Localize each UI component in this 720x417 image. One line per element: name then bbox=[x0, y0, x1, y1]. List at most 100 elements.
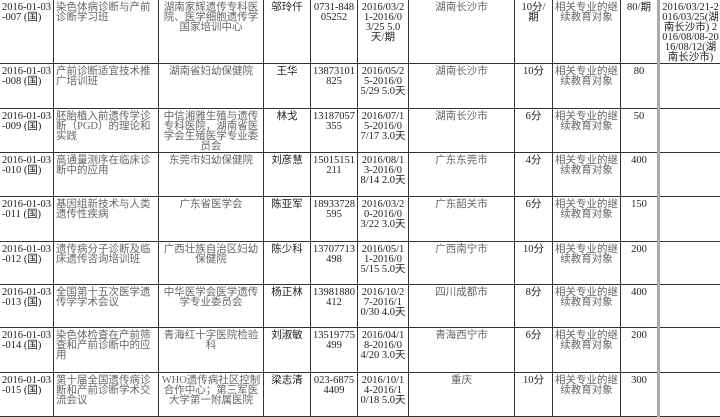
phone-number-cell: 13981880412 bbox=[311, 285, 358, 328]
contact-person-cell: 邬玲仟 bbox=[264, 0, 311, 64]
organizer-cell: 中信湘雅生殖与遗传专科医院，湖南省医学会生殖医学专业委员会 bbox=[159, 109, 264, 153]
course-dates-cell: 2016/07/15-2016/07/17 3.0天 bbox=[358, 109, 409, 153]
course-id-cell: 2016-01-03-008 (国) bbox=[0, 64, 54, 109]
enrollment-count-cell: 200 bbox=[621, 242, 659, 285]
credits-cell: 6分 bbox=[515, 197, 553, 242]
contact-person-cell: 陈亚军 bbox=[264, 197, 311, 242]
extra-sessions-cell bbox=[659, 197, 720, 242]
credits-cell: 6分 bbox=[515, 109, 553, 153]
organizer-cell: 湖南省妇幼保健院 bbox=[159, 64, 264, 109]
enrollment-count-cell: 300 bbox=[621, 373, 659, 417]
table-row: 2016-01-03-012 (国)遗传病分子诊断及临床遗传咨询培训班广西壮族自… bbox=[0, 242, 720, 285]
course-id-cell: 2016-01-03-010 (国) bbox=[0, 153, 54, 197]
extra-sessions-cell: 2016/03/21-2016/03/25(湖南长沙市) 2016/08/08-… bbox=[659, 0, 720, 64]
course-name-cell: 胚胎植入前遗传学诊断（PGD）的理论和实践 bbox=[54, 109, 159, 153]
credits-cell: 10分/期 bbox=[515, 0, 553, 64]
enrollment-count-cell: 150 bbox=[621, 197, 659, 242]
location-cell: 湖南长沙市 bbox=[409, 64, 515, 109]
target-audience-cell: 相关专业的继续教育对象 bbox=[553, 373, 621, 417]
extra-sessions-cell bbox=[659, 328, 720, 373]
extra-sessions-cell bbox=[659, 64, 720, 109]
course-name-cell: 遗传病分子诊断及临床遗传咨询培训班 bbox=[54, 242, 159, 285]
course-id-cell: 2016-01-03-013 (国) bbox=[0, 285, 54, 328]
contact-person-cell: 刘淑敏 bbox=[264, 328, 311, 373]
target-audience-cell: 相关专业的继续教育对象 bbox=[553, 0, 621, 64]
credits-cell: 10分 bbox=[515, 373, 553, 417]
target-audience-cell: 相关专业的继续教育对象 bbox=[553, 328, 621, 373]
organizer-cell: 中华医学会医学遗传学专业委员会 bbox=[159, 285, 264, 328]
course-name-cell: 染色体检查在产前筛查和产前诊断中的应用 bbox=[54, 328, 159, 373]
course-id-cell: 2016-01-03-007 (国) bbox=[0, 0, 54, 64]
course-name-cell: 产前诊断适宜技术推广培训班 bbox=[54, 64, 159, 109]
location-cell: 湖南长沙市 bbox=[409, 0, 515, 64]
contact-person-cell: 王华 bbox=[264, 64, 311, 109]
course-name-cell: 高通量测序在临床诊断中的应用 bbox=[54, 153, 159, 197]
location-cell: 重庆 bbox=[409, 373, 515, 417]
enrollment-count-cell: 400 bbox=[621, 153, 659, 197]
course-dates-cell: 2016/04/18-2016/04/20 3.0天 bbox=[358, 328, 409, 373]
enrollment-count-cell: 80 bbox=[621, 64, 659, 109]
course-id-cell: 2016-01-03-009 (国) bbox=[0, 109, 54, 153]
contact-person-cell: 林戈 bbox=[264, 109, 311, 153]
target-audience-cell: 相关专业的继续教育对象 bbox=[553, 242, 621, 285]
phone-number-cell: 023-68754409 bbox=[311, 373, 358, 417]
enrollment-count-cell: 80/期 bbox=[621, 0, 659, 64]
contact-person-cell: 杨正林 bbox=[264, 285, 311, 328]
course-dates-cell: 2016/03/21-2016/03/25 5.0天/期 bbox=[358, 0, 409, 64]
table-row: 2016-01-03-011 (国)基因组新技术与人类遗传性疾病广东省医学会陈亚… bbox=[0, 197, 720, 242]
table-row: 2016-01-03-009 (国)胚胎植入前遗传学诊断（PGD）的理论和实践中… bbox=[0, 109, 720, 153]
credits-cell: 6分 bbox=[515, 328, 553, 373]
target-audience-cell: 相关专业的继续教育对象 bbox=[553, 109, 621, 153]
extra-sessions-cell bbox=[659, 242, 720, 285]
course-name-cell: 染色体病诊断与产前诊断学习班 bbox=[54, 0, 159, 64]
target-audience-cell: 相关专业的继续教育对象 bbox=[553, 153, 621, 197]
organizer-cell: 广西壮族自治区妇幼保健院 bbox=[159, 242, 264, 285]
course-name-cell: 基因组新技术与人类遗传性疾病 bbox=[54, 197, 159, 242]
course-name-cell: 全国第十五次医学遗传学学术会议 bbox=[54, 285, 159, 328]
location-cell: 广西南宁市 bbox=[409, 242, 515, 285]
organizer-cell: 广东省医学会 bbox=[159, 197, 264, 242]
contact-person-cell: 刘彦慧 bbox=[264, 153, 311, 197]
location-cell: 湖南长沙市 bbox=[409, 109, 515, 153]
credits-cell: 10分 bbox=[515, 242, 553, 285]
location-cell: 青海西宁市 bbox=[409, 328, 515, 373]
extra-sessions-cell bbox=[659, 109, 720, 153]
phone-number-cell: 13873101825 bbox=[311, 64, 358, 109]
course-dates-cell: 2016/03/20-2016/03/22 3.0天 bbox=[358, 197, 409, 242]
course-dates-cell: 2016/10/27-2016/10/30 4.0天 bbox=[358, 285, 409, 328]
course-id-cell: 2016-01-03-015 (国) bbox=[0, 373, 54, 417]
organizer-cell: 湖南家辉遗传专科医院、医学细胞遗传学国家培训中心 bbox=[159, 0, 264, 64]
table-row: 2016-01-03-008 (国)产前诊断适宜技术推广培训班湖南省妇幼保健院王… bbox=[0, 64, 720, 109]
phone-number-cell: 18933728595 bbox=[311, 197, 358, 242]
course-dates-cell: 2016/10/14-2016/10/18 5.0天 bbox=[358, 373, 409, 417]
course-id-cell: 2016-01-03-011 (国) bbox=[0, 197, 54, 242]
phone-number-cell: 15015151211 bbox=[311, 153, 358, 197]
credits-cell: 10分 bbox=[515, 64, 553, 109]
target-audience-cell: 相关专业的继续教育对象 bbox=[553, 197, 621, 242]
location-cell: 广东东莞市 bbox=[409, 153, 515, 197]
table-row: 2016-01-03-014 (国)染色体检查在产前筛查和产前诊断中的应用青海红… bbox=[0, 328, 720, 373]
phone-number-cell: 13519775499 bbox=[311, 328, 358, 373]
phone-number-cell: 0731-84805252 bbox=[311, 0, 358, 64]
extra-sessions-cell bbox=[659, 373, 720, 417]
extra-sessions-cell bbox=[659, 285, 720, 328]
target-audience-cell: 相关专业的继续教育对象 bbox=[553, 285, 621, 328]
table-row: 2016-01-03-007 (国)染色体病诊断与产前诊断学习班湖南家辉遗传专科… bbox=[0, 0, 720, 64]
course-dates-cell: 2016/05/25-2016/05/29 5.0天 bbox=[358, 64, 409, 109]
organizer-cell: WHO遗传病社区控制合作中心；第三军医大学第一附属医院 bbox=[159, 373, 264, 417]
course-dates-cell: 2016/05/11-2016/05/15 5.0天 bbox=[358, 242, 409, 285]
organizer-cell: 东莞市妇幼保健院 bbox=[159, 153, 264, 197]
enrollment-count-cell: 50 bbox=[621, 109, 659, 153]
course-id-cell: 2016-01-03-014 (国) bbox=[0, 328, 54, 373]
target-audience-cell: 相关专业的继续教育对象 bbox=[553, 64, 621, 109]
course-id-cell: 2016-01-03-012 (国) bbox=[0, 242, 54, 285]
phone-number-cell: 13187057355 bbox=[311, 109, 358, 153]
organizer-cell: 青海红十字医院检验科 bbox=[159, 328, 264, 373]
phone-number-cell: 13707713498 bbox=[311, 242, 358, 285]
credits-cell: 8分 bbox=[515, 285, 553, 328]
enrollment-count-cell: 400 bbox=[621, 285, 659, 328]
course-dates-cell: 2016/08/13-2016/08/14 2.0天 bbox=[358, 153, 409, 197]
contact-person-cell: 陈少科 bbox=[264, 242, 311, 285]
location-cell: 四川成都市 bbox=[409, 285, 515, 328]
